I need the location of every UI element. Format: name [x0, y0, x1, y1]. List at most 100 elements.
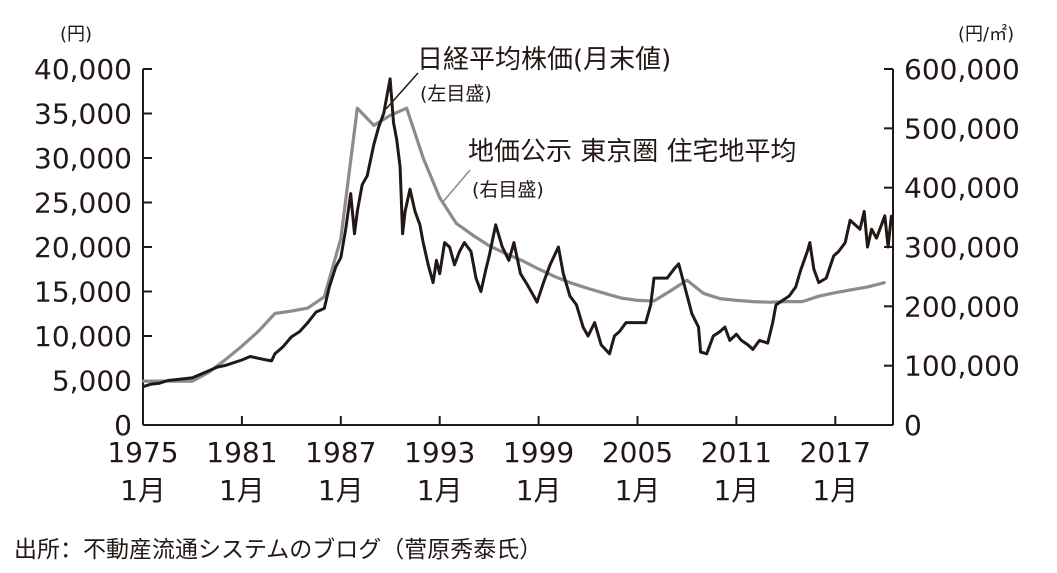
land-price-point — [867, 285, 870, 288]
nikkei-point — [649, 303, 652, 307]
land-label-leader-line — [441, 169, 471, 204]
nikkei-point — [613, 334, 616, 338]
nikkei-point — [216, 365, 219, 369]
nikkei-point — [525, 283, 529, 286]
nikkei-point — [794, 285, 797, 289]
right-axis-tick-label: 600,000 — [904, 53, 1020, 86]
nikkei-point — [697, 325, 700, 329]
nikkei-point — [463, 241, 466, 244]
left-axis-tick-label: 20,000 — [34, 231, 132, 264]
land-price-point — [652, 299, 656, 303]
left-axis-tick-label: 40,000 — [34, 53, 132, 86]
nikkei-point — [781, 299, 784, 302]
nikkei-point — [844, 241, 847, 244]
nikkei-point — [771, 321, 774, 324]
x-axis-tick-label-year: 1993 — [404, 436, 475, 469]
nikkei-point — [395, 139, 398, 142]
nikkei-point — [746, 343, 750, 347]
nikkei-point — [535, 301, 539, 304]
line-chart: 0 5,000 10,000 15,000 20,000 25,000 30,000 35,0… — [34, 23, 1020, 507]
nikkei-point — [618, 330, 621, 333]
land-price-point — [586, 287, 590, 290]
nikkei-point — [519, 272, 522, 275]
nikkei-point — [372, 143, 375, 146]
nikkei-point — [677, 262, 680, 266]
nikkei-point — [191, 376, 194, 379]
x-axis-tick-label-month: 1月 — [219, 474, 265, 507]
land-series-label: 地価公示 東京圏 住宅地平均 — [468, 137, 797, 167]
land-price-point — [422, 156, 425, 160]
stock-series-axis-note: (左目盛) — [420, 83, 492, 105]
x-axis-tick-label-month: 1月 — [417, 474, 463, 507]
right-axis-tick-label: 400,000 — [904, 172, 1020, 205]
nikkei-point — [339, 256, 342, 259]
land-price-point — [603, 292, 606, 295]
nikkei-point — [740, 339, 743, 342]
nikkei-point — [886, 245, 890, 249]
nikkei-point — [705, 352, 708, 355]
nikkei-point — [199, 373, 202, 376]
nikkei-point — [624, 321, 628, 324]
nikkei-point — [418, 223, 422, 226]
right-axis-tick-label: 200,000 — [904, 290, 1020, 323]
nikkei-point — [812, 268, 816, 271]
nikkei-point — [431, 281, 435, 284]
land-price-point — [191, 379, 194, 383]
nikkei-point — [568, 294, 572, 298]
nikkei-point — [600, 343, 603, 347]
nikkei-point — [848, 219, 852, 222]
nikkei-point — [388, 77, 392, 81]
nikkei-point — [141, 385, 145, 388]
nikkei-point — [422, 241, 425, 244]
left-axis-tick-label: 5,000 — [52, 365, 132, 398]
nikkei-point — [858, 228, 862, 231]
nikkei-point — [631, 321, 634, 324]
land-price-series-line — [143, 106, 886, 383]
nikkei-point — [323, 307, 326, 310]
land-price-point — [718, 297, 722, 300]
nikkei-point — [652, 276, 656, 280]
nikkei-point — [866, 245, 869, 249]
land-price-point — [141, 379, 145, 383]
x-axis-tick-label-year: 2005 — [602, 436, 673, 469]
nikkei-point — [344, 228, 347, 231]
nikkei-point — [469, 250, 473, 253]
nikkei-point — [699, 350, 702, 354]
nikkei-point — [270, 359, 273, 363]
land-price-point — [537, 267, 540, 271]
nikkei-point — [562, 272, 565, 275]
nikkei-point — [774, 303, 778, 307]
nikkei-point — [408, 188, 412, 191]
nikkei-point — [586, 334, 590, 338]
nikkei-point — [684, 287, 687, 290]
nikkei-point — [825, 276, 828, 280]
left-axis-tick-label: 30,000 — [34, 142, 132, 175]
land-price-point — [520, 259, 524, 262]
nikkei-point — [353, 232, 356, 235]
nikkei-point — [158, 382, 161, 385]
nikkei-point — [608, 352, 611, 355]
x-axis-tick-label-month: 1月 — [615, 474, 661, 507]
land-price-point — [570, 282, 573, 285]
left-axis-tick-label: 25,000 — [34, 187, 132, 220]
land-price-point — [784, 300, 788, 303]
nikkei-point — [728, 339, 731, 342]
nikkei-point — [557, 245, 560, 249]
right-axis-unit: (円/㎡) — [958, 23, 1014, 45]
nikkei-point — [512, 241, 516, 244]
nikkei-point — [806, 250, 809, 253]
nikkei-point — [361, 183, 364, 186]
nikkei-point — [356, 210, 359, 213]
land-price-point — [257, 330, 260, 333]
source-note: 出所：不動産流通システムのブログ（菅原秀泰氏） — [14, 537, 543, 563]
left-axis-tick-label: 10,000 — [34, 320, 132, 353]
nikkei-point — [166, 379, 169, 382]
nikkei-point — [224, 364, 227, 367]
x-axis-tick-label-month: 1月 — [713, 474, 759, 507]
land-price-point — [636, 299, 639, 302]
nikkei-point — [273, 352, 277, 355]
nikkei-point — [799, 268, 802, 272]
land-price-point — [553, 275, 557, 278]
right-axis-tick-label: 100,000 — [904, 350, 1020, 383]
nikkei-point — [832, 254, 835, 258]
